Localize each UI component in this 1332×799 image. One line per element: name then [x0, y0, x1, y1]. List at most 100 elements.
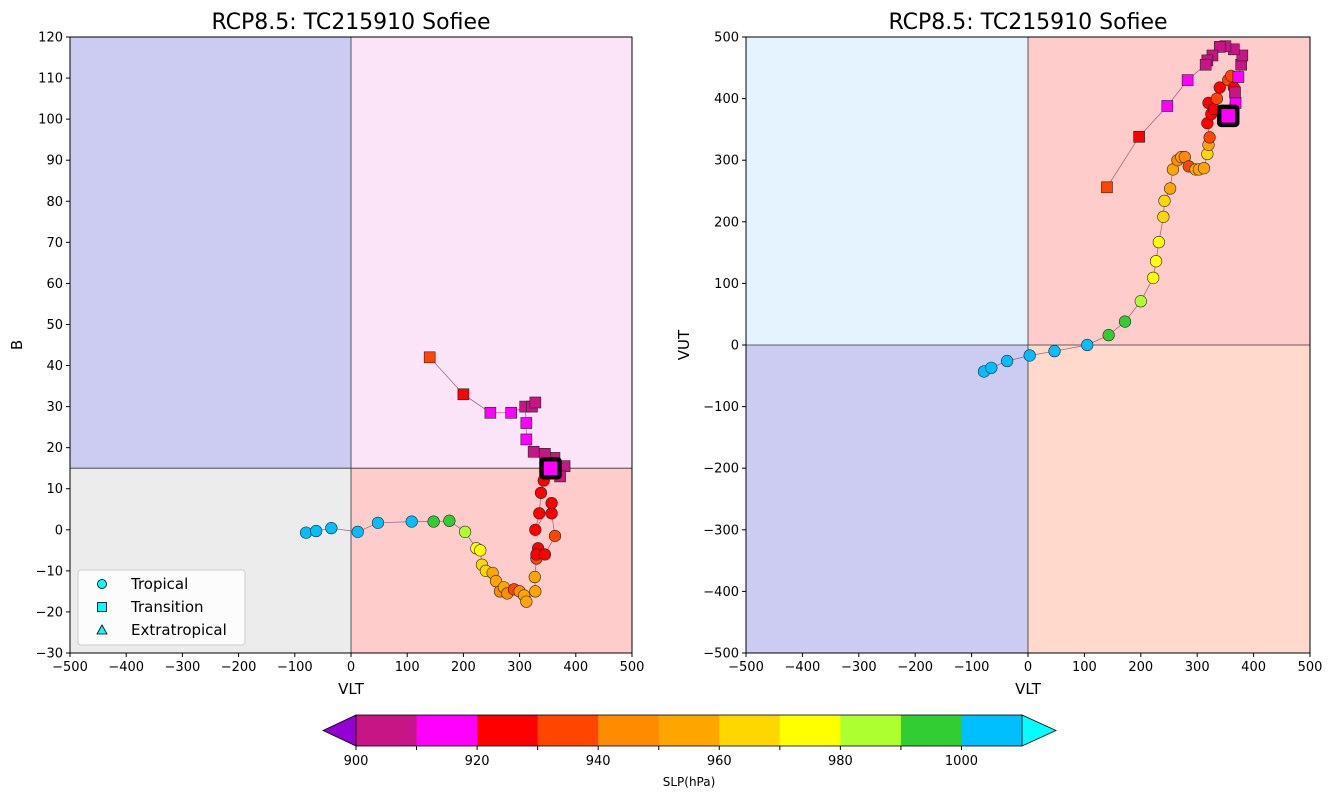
x-tick-label: −300: [841, 660, 877, 675]
y-tick-label: −200: [703, 462, 739, 477]
colorbar-segment: [416, 715, 478, 746]
tropical-point: [1134, 295, 1147, 308]
x-tick-label: 500: [620, 660, 645, 675]
left-y-ticks: −30 −20 −10 0 10 20 30 40 50 60 70 80 90 100 110 120: [36, 31, 70, 662]
tropical-point: [443, 514, 456, 527]
right-quadrant-backgrounds: [746, 37, 1310, 653]
tropical-point: [1048, 345, 1061, 358]
quadrant-lower-right: [351, 468, 632, 653]
transition-point: [505, 406, 517, 419]
colorbar-segments: [322, 714, 1057, 747]
tropical-point: [520, 595, 533, 608]
x-tick-label: 300: [507, 660, 532, 675]
x-tick-label: −300: [165, 660, 201, 675]
colorbar-segment: [779, 715, 841, 746]
colorbar-segment: [477, 715, 539, 746]
right-chart-title: RCP8.5: TC215910 Sofiee: [888, 10, 1167, 35]
tropical-point: [474, 544, 487, 557]
y-tick-label: 30: [46, 400, 63, 415]
final-point-marker: [1216, 104, 1240, 128]
colorbar-tick-label: 980: [828, 754, 853, 769]
tropical-point: [529, 523, 542, 536]
legend-circle-marker: [97, 579, 107, 589]
y-tick-label: −10: [36, 564, 63, 579]
transition-point: [1181, 74, 1194, 86]
transition-point: [529, 396, 542, 409]
y-tick-label: 200: [714, 215, 739, 230]
x-tick-label: 0: [1024, 660, 1032, 675]
tropical-point: [534, 486, 548, 499]
tropical-point: [538, 548, 551, 561]
tropical-point: [458, 525, 472, 538]
x-tick-label: −500: [52, 660, 88, 675]
legend-label-transition: Transition: [130, 598, 204, 616]
y-tick-label: −400: [703, 585, 739, 600]
right-x-ticks: −500 −400 −300 −200 −100 0 100 200 300 400 500: [728, 653, 1322, 675]
x-tick-label: −500: [728, 660, 764, 675]
colorbar-tick-label: 940: [586, 754, 611, 769]
right-y-ticks: −500 −400 −300 −200 −100 0 100 200 300 400 500: [703, 31, 746, 662]
colorbar-over-arrow: [1021, 714, 1057, 747]
quadrant-upper-left: [746, 37, 1028, 345]
colorbar-tick-label: 920: [465, 754, 490, 769]
transition-point: [1101, 181, 1113, 194]
tropical-point: [1203, 131, 1216, 144]
x-tick-label: 100: [1072, 660, 1097, 675]
y-tick-label: 60: [46, 277, 63, 292]
tropical-point: [1001, 354, 1014, 368]
tropical-point: [1102, 329, 1115, 342]
legend-box: [77, 569, 246, 646]
colorbar-segment: [598, 715, 660, 746]
legend: Tropical Transition Extratropical: [77, 569, 246, 646]
y-tick-label: 0: [55, 523, 63, 538]
colorbar-tick-label: 960: [707, 754, 732, 769]
tropical-point: [351, 525, 364, 538]
tropical-point: [545, 497, 558, 510]
y-tick-label: 500: [714, 31, 739, 46]
tropical-point: [1164, 182, 1177, 195]
left-chart: −500 −400 −300 −200 −100 0 100 200 300 400 500 −30…: [8, 10, 644, 698]
tropical-point: [1147, 271, 1160, 284]
colorbar-segment: [900, 715, 962, 746]
x-tick-label: 200: [1128, 660, 1153, 675]
legend-label-tropical: Tropical: [130, 575, 188, 593]
transition-point: [1236, 49, 1249, 62]
y-tick-label: −300: [703, 523, 739, 538]
tropical-point: [1213, 81, 1226, 94]
colorbar-segment: [719, 715, 781, 746]
y-tick-label: −20: [36, 605, 63, 620]
x-tick-label: 500: [1298, 660, 1323, 675]
colorbar-under-arrow: [322, 714, 357, 747]
transition-point: [457, 388, 470, 401]
tropical-point: [427, 515, 440, 528]
colorbar-tick-label: 900: [344, 754, 369, 769]
tropical-point: [528, 570, 541, 584]
quadrant-upper-left: [70, 37, 351, 469]
transition-point: [1161, 100, 1174, 112]
tropical-point: [371, 516, 385, 529]
transition-point: [1133, 130, 1145, 143]
left-y-axis-label: B: [8, 340, 26, 350]
tropical-point: [299, 526, 313, 539]
colorbar-frame: [355, 714, 1023, 747]
tropical-point: [529, 585, 542, 598]
colorbar-segment: [840, 715, 902, 746]
legend-label-extratropical: Extratropical: [131, 621, 227, 639]
y-tick-label: 40: [46, 359, 63, 374]
left-x-axis-label: VLT: [338, 680, 365, 698]
tropical-point: [985, 361, 998, 374]
right-y-axis-label: VUT: [675, 329, 693, 360]
y-tick-label: 100: [38, 113, 63, 128]
left-chart-title: RCP8.5: TC215910 Sofiee: [211, 10, 490, 35]
tropical-point: [1210, 92, 1224, 105]
x-tick-label: −100: [954, 660, 990, 675]
x-tick-label: −200: [897, 660, 933, 675]
colorbar-ticks: 900 920 940 960 980 1000: [344, 746, 978, 769]
colorbar-segment: [658, 715, 720, 746]
y-tick-label: 400: [714, 92, 739, 107]
y-tick-label: −100: [703, 400, 739, 415]
colorbar-segment: [961, 715, 1023, 746]
y-tick-label: 70: [46, 236, 63, 251]
left-quadrant-lines: [70, 37, 632, 653]
